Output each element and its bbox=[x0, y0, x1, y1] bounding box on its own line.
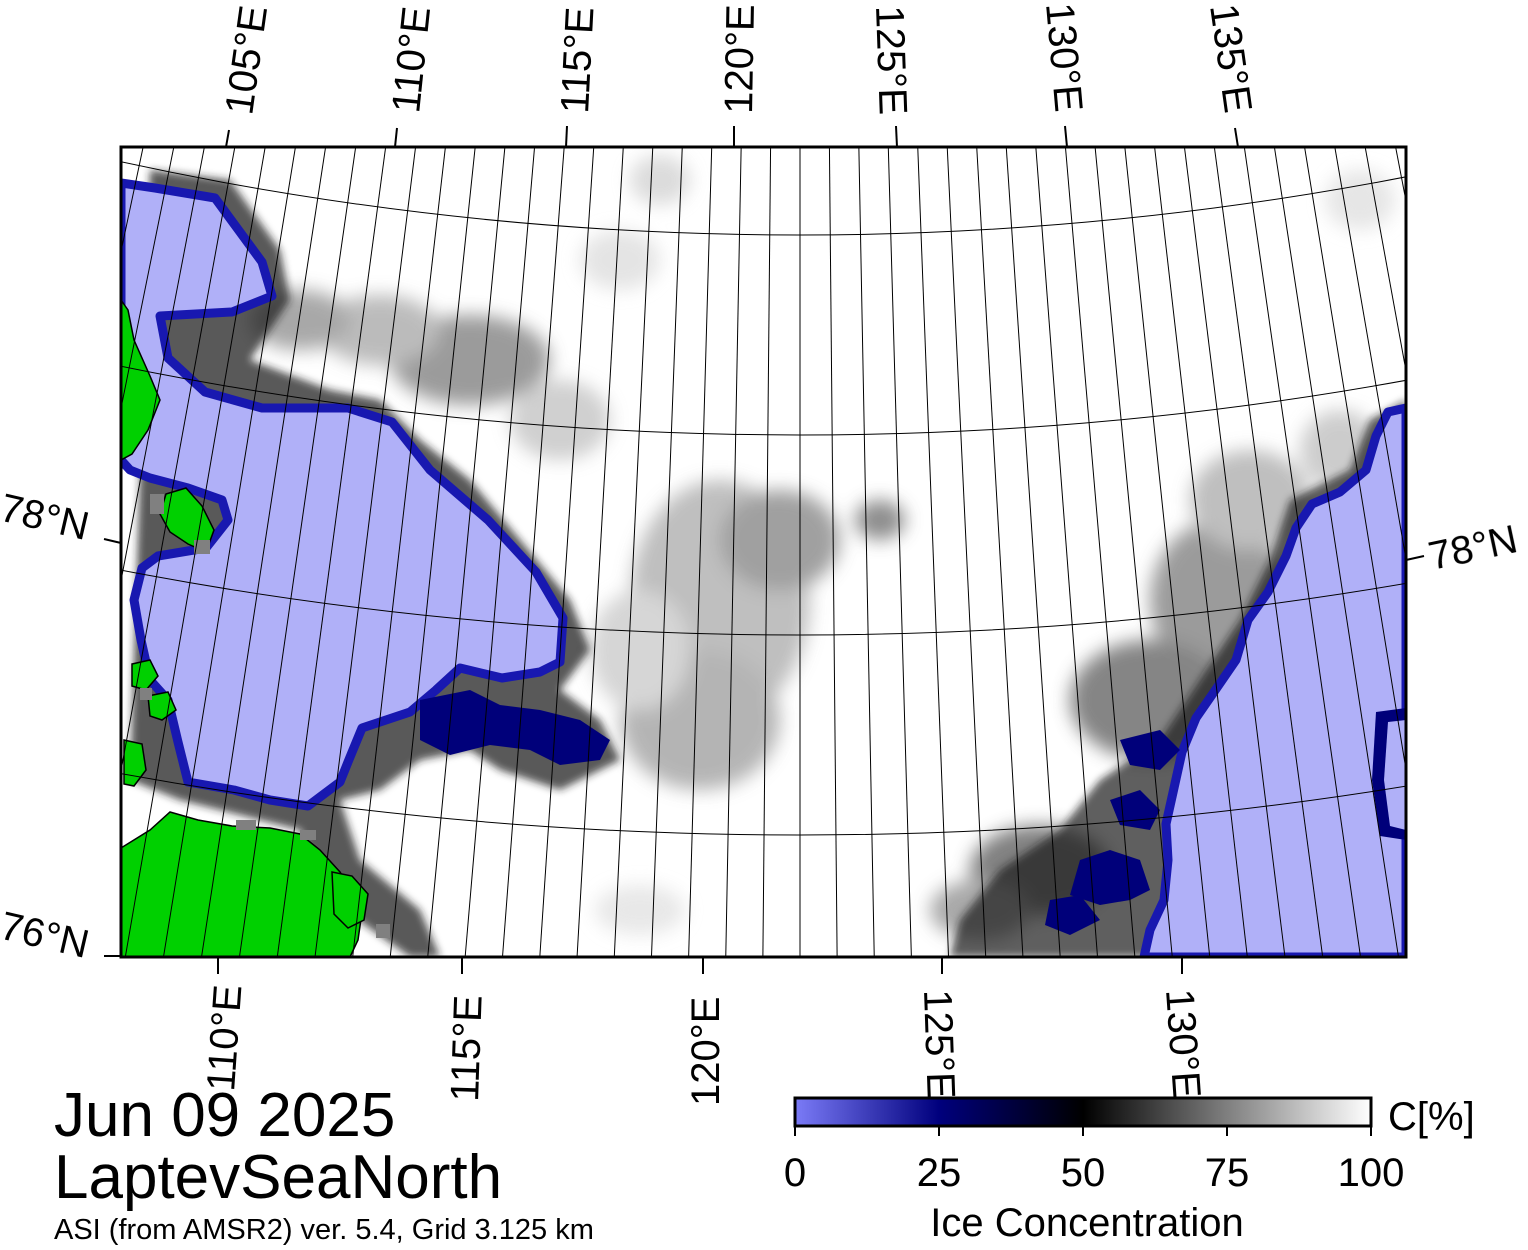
land-severnaya-zemlya bbox=[121, 298, 161, 461]
meridian-line bbox=[650, 147, 683, 957]
meridian-line bbox=[1094, 147, 1173, 957]
meridian-line bbox=[121, 147, 236, 774]
meridian-line bbox=[201, 147, 327, 957]
meridian-line bbox=[1273, 147, 1399, 957]
meridian-line bbox=[1183, 147, 1286, 957]
meridian-line bbox=[427, 147, 506, 957]
colorbar-ticks bbox=[794, 1126, 1372, 1136]
colorbar-tick-label: 100 bbox=[1338, 1151, 1405, 1195]
meridian-line bbox=[1243, 147, 1362, 957]
meridian-line bbox=[946, 147, 987, 957]
meridian-line bbox=[389, 147, 476, 957]
meridian-line bbox=[464, 147, 536, 957]
meridian-line bbox=[917, 147, 950, 957]
meridian-line bbox=[976, 147, 1024, 957]
coast-mask bbox=[140, 494, 390, 938]
lon-label-bottom: 130°E bbox=[1157, 988, 1209, 1100]
lon-label-bottom: 125°E bbox=[915, 989, 963, 1100]
land-islet-2 bbox=[131, 659, 159, 691]
meridian-line bbox=[828, 147, 838, 957]
region-label: LaptevSeaNorth bbox=[54, 1143, 503, 1212]
lon-label-bottom: 115°E bbox=[443, 994, 491, 1102]
meridian-line bbox=[1124, 147, 1211, 957]
meridian-line bbox=[1064, 147, 1136, 957]
meridian-line bbox=[1005, 147, 1061, 957]
meridian-line bbox=[501, 147, 565, 957]
meridian-line bbox=[1213, 147, 1324, 957]
colorbar-tick-label: 0 bbox=[784, 1151, 806, 1195]
meridian-line bbox=[613, 147, 654, 957]
date-label: Jun 09 2025 bbox=[54, 1081, 396, 1150]
lon-label-top: 135°E bbox=[1201, 1, 1260, 115]
land-islet-5 bbox=[331, 871, 369, 929]
meridian-line bbox=[762, 147, 772, 957]
lat-label-76-left: 76°N bbox=[0, 904, 93, 967]
source-label: ASI (from AMSR2) ver. 5.4, Grid 3.125 km bbox=[54, 1214, 594, 1246]
bottom-lon-labels: 110°E 115°E 120°E 125°E 130°E bbox=[199, 983, 1208, 1106]
meridian-line bbox=[314, 147, 417, 957]
colorbar-tick-label: 50 bbox=[1061, 1151, 1106, 1195]
meridian-line bbox=[887, 147, 912, 957]
lat-label-78-right: 78°N bbox=[1425, 517, 1522, 579]
meridian-line bbox=[1035, 147, 1099, 957]
label-ticks bbox=[103, 125, 1425, 974]
meridian-line bbox=[1407, 0, 1528, 1150]
meridian-line bbox=[121, 147, 205, 584]
meridian-line bbox=[576, 147, 624, 957]
colorbar: 0 25 50 75 100 C[%] Ice Concentration bbox=[784, 1095, 1475, 1245]
lon-label-top: 120°E bbox=[717, 4, 763, 114]
colorbar-title: Ice Concentration bbox=[930, 1201, 1244, 1245]
map-frame bbox=[119, 145, 1408, 959]
top-lon-labels: 105°E 110°E 115°E 120°E 125°E 130°E 135°… bbox=[217, 1, 1260, 117]
lon-label-bottom: 120°E bbox=[684, 997, 728, 1106]
land-islet-3 bbox=[147, 691, 177, 721]
meridian-line bbox=[1334, 147, 1406, 563]
colorbar-tick-labels: 0 25 50 75 100 bbox=[784, 1151, 1405, 1195]
meridian-line bbox=[539, 147, 595, 957]
meridian-line bbox=[688, 147, 713, 957]
lon-label-top: 110°E bbox=[384, 4, 439, 114]
meridian-line bbox=[1304, 147, 1406, 773]
lon-label-bottom: 110°E bbox=[199, 983, 250, 1092]
colorbar-bar bbox=[793, 1096, 1373, 1128]
lon-label-top: 130°E bbox=[1037, 1, 1090, 114]
meridian-line bbox=[1154, 147, 1248, 957]
colorbar-tick-label: 25 bbox=[917, 1151, 962, 1195]
meridian-line bbox=[276, 147, 387, 957]
meridian-line bbox=[238, 147, 357, 957]
meridian-line bbox=[124, 147, 266, 957]
meridian-line bbox=[858, 147, 875, 957]
colorbar-tick-label: 75 bbox=[1205, 1151, 1250, 1195]
lat-label-78-left: 78°N bbox=[0, 486, 93, 549]
lon-label-top: 115°E bbox=[553, 6, 603, 115]
lon-label-top: 125°E bbox=[867, 5, 915, 116]
meridian-line bbox=[352, 147, 446, 957]
meridian-line bbox=[162, 147, 296, 957]
lon-label-top: 105°E bbox=[217, 3, 276, 117]
colorbar-unit: C[%] bbox=[1388, 1095, 1475, 1139]
land-islet-4 bbox=[123, 739, 147, 787]
open-water-far-east bbox=[1384, 720, 1406, 830]
meridian-line bbox=[725, 147, 742, 957]
